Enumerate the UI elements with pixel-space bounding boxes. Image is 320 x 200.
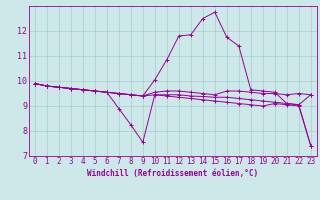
X-axis label: Windchill (Refroidissement éolien,°C): Windchill (Refroidissement éolien,°C) <box>87 169 258 178</box>
